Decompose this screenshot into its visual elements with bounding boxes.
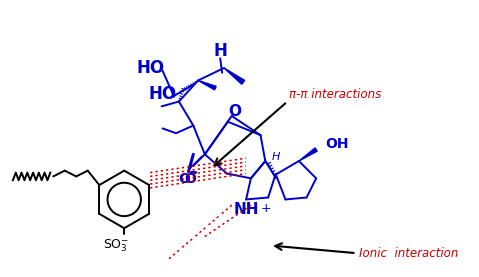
Text: SO$_3^{-}$: SO$_3^{-}$ (103, 237, 130, 254)
Polygon shape (224, 68, 245, 84)
Text: Ionic  interaction: Ionic interaction (359, 247, 459, 260)
Text: OH: OH (326, 137, 349, 151)
Text: NH: NH (233, 202, 259, 217)
Text: H: H (213, 42, 227, 60)
Text: O: O (178, 172, 190, 186)
Text: O: O (228, 104, 241, 119)
Text: HO: HO (148, 85, 177, 103)
Text: +: + (261, 202, 271, 215)
Text: O: O (184, 172, 196, 186)
Text: HO: HO (136, 59, 164, 77)
Polygon shape (299, 148, 317, 161)
Text: H: H (272, 152, 280, 162)
Polygon shape (198, 80, 216, 90)
Text: π-π interactions: π-π interactions (289, 88, 382, 101)
